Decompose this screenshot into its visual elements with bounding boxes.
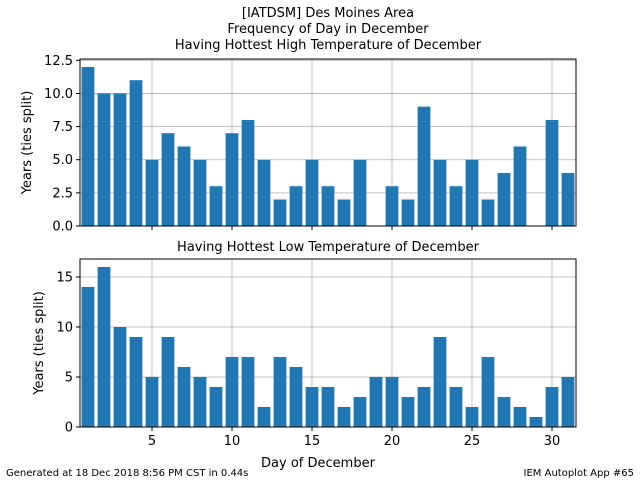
bar-day-11 <box>241 357 255 427</box>
title-line-1: [IATDSM] Des Moines Area <box>242 6 414 21</box>
bar-day-27 <box>497 172 511 226</box>
y-tick-label: 5.0 <box>52 153 73 168</box>
bar-day-19 <box>369 377 383 427</box>
title-line-2: Frequency of Day in December <box>227 22 429 37</box>
bar-day-25 <box>465 159 479 226</box>
subplot-title: Having Hottest Low Temperature of Decemb… <box>177 240 480 255</box>
bar-day-31 <box>561 172 575 226</box>
bar-day-29 <box>529 417 543 427</box>
bar-day-12 <box>257 407 271 427</box>
bar-day-11 <box>241 119 255 226</box>
bar-day-14 <box>289 367 303 427</box>
footer-app-text: IEM Autoplot App #65 <box>524 468 634 479</box>
y-tick-label: 2.5 <box>52 186 73 201</box>
bar-day-28 <box>513 407 527 427</box>
bar-day-27 <box>497 397 511 427</box>
bar-day-21 <box>401 397 415 427</box>
bar-day-9 <box>209 186 223 226</box>
axes-frame <box>79 58 577 227</box>
bar-day-10 <box>225 133 239 226</box>
bar-day-5 <box>145 159 159 226</box>
bar-day-6 <box>161 337 175 427</box>
bar-day-26 <box>481 357 495 427</box>
bar-day-17 <box>337 407 351 427</box>
bar-day-20 <box>385 377 399 427</box>
bar-day-1 <box>81 287 95 427</box>
x-tick-label: 10 <box>224 434 241 449</box>
bar-day-10 <box>225 357 239 427</box>
bar-day-8 <box>193 159 207 226</box>
bar-day-7 <box>177 367 191 427</box>
bar-day-12 <box>257 159 271 226</box>
x-tick-label: 25 <box>464 434 481 449</box>
bar-day-31 <box>561 377 575 427</box>
bar-day-23 <box>433 337 447 427</box>
bar-day-24 <box>449 186 463 226</box>
bar-day-30 <box>545 387 559 427</box>
figure-title: [IATDSM] Des Moines Area Frequency of Da… <box>175 6 482 53</box>
footer-generated-text: Generated at 18 Dec 2018 8:56 PM CST in … <box>6 468 248 479</box>
bar-day-21 <box>401 199 415 226</box>
x-tick-label: 30 <box>544 434 561 449</box>
bar-day-15 <box>305 159 319 226</box>
y-tick-label: 5 <box>65 371 73 386</box>
bar-day-22 <box>417 387 431 427</box>
bar-day-26 <box>481 199 495 226</box>
bar-day-13 <box>273 199 287 226</box>
bar-day-4 <box>129 80 143 226</box>
y-tick-label: 0 <box>65 421 73 436</box>
bar-day-22 <box>417 106 431 226</box>
bar-day-3 <box>113 327 127 427</box>
y-tick-label: 10 <box>56 321 73 336</box>
bar-day-3 <box>113 93 127 226</box>
bar-day-20 <box>385 186 399 226</box>
bar-day-16 <box>321 186 335 226</box>
bar-day-16 <box>321 387 335 427</box>
x-axis-label: Day of December <box>261 456 376 471</box>
chart-hottest-high: 0.0 2.5 5.0 7.5 10.0 12.5 Years (ties split) <box>20 54 577 235</box>
bar-day-15 <box>305 387 319 427</box>
bar-day-30 <box>545 119 559 226</box>
bar-day-6 <box>161 133 175 226</box>
y-axis-label: Years (ties split) <box>32 291 47 396</box>
bar-day-9 <box>209 387 223 427</box>
y-tick-label: 15 <box>56 271 73 286</box>
x-tick-label: 20 <box>384 434 401 449</box>
y-tick-label: 12.5 <box>44 54 73 69</box>
bar-day-14 <box>289 186 303 226</box>
y-tick-label: 7.5 <box>52 120 73 135</box>
bar-day-7 <box>177 146 191 226</box>
bar-day-18 <box>353 397 367 427</box>
bar-day-28 <box>513 146 527 226</box>
bar-day-1 <box>81 66 95 226</box>
x-tick-label: 5 <box>148 434 156 449</box>
bar-day-24 <box>449 387 463 427</box>
title-line-3: Having Hottest High Temperature of Decem… <box>175 38 482 53</box>
bar-day-8 <box>193 377 207 427</box>
y-tick-label: 0.0 <box>52 220 73 235</box>
bar-day-13 <box>273 357 287 427</box>
bar-day-25 <box>465 407 479 427</box>
y-tick-label: 10.0 <box>44 87 73 102</box>
bar-day-4 <box>129 337 143 427</box>
x-tick-label: 15 <box>304 434 321 449</box>
axes-frame <box>79 258 577 428</box>
bar-day-5 <box>145 377 159 427</box>
bar-day-2 <box>97 267 111 427</box>
bar-day-23 <box>433 159 447 226</box>
y-axis-label: Years (ties split) <box>20 91 35 196</box>
chart-hottest-low: 0 5 10 15 5 10 15 20 25 30 Years (ties split) Havin… <box>32 240 577 471</box>
bar-day-18 <box>353 159 367 226</box>
bar-day-2 <box>97 93 111 226</box>
bar-day-17 <box>337 199 351 226</box>
